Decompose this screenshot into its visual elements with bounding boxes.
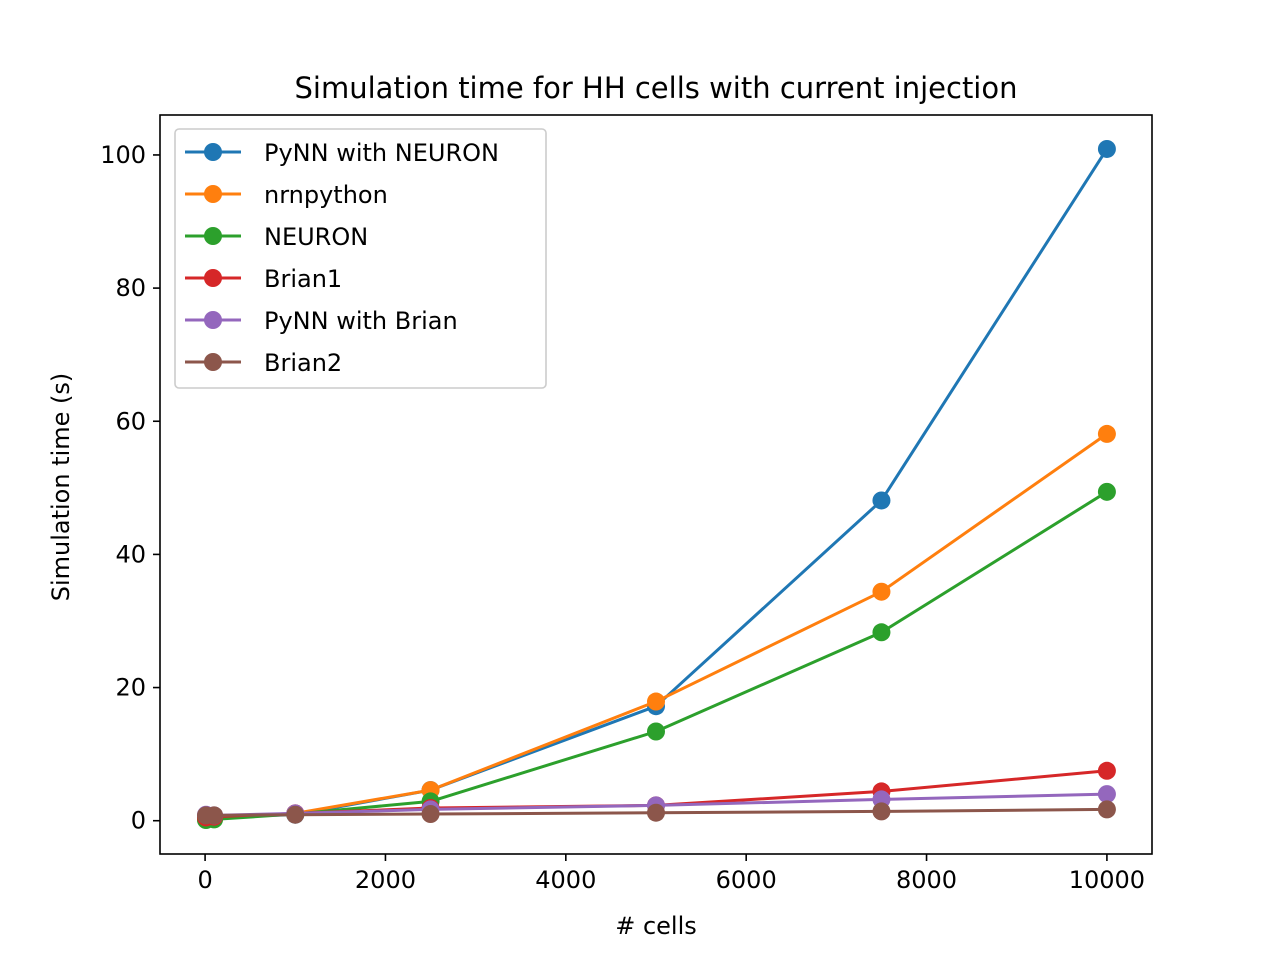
legend-swatch-marker — [204, 227, 222, 245]
data-point — [1097, 761, 1116, 780]
x-tick-label: 6000 — [716, 866, 777, 894]
legend-label: Brian2 — [264, 349, 342, 377]
data-point — [1097, 482, 1116, 501]
legend-label: PyNN with Brian — [264, 307, 458, 335]
legend-item: NEURON — [185, 223, 368, 251]
data-point — [286, 805, 305, 824]
legend-label: NEURON — [264, 223, 368, 251]
x-tick-label: 2000 — [355, 866, 416, 894]
y-tick-label: 20 — [115, 674, 146, 702]
legend-item: nrnpython — [185, 181, 388, 209]
x-tick-label: 0 — [197, 866, 212, 894]
legend-swatch-marker — [204, 185, 222, 203]
data-point — [872, 623, 891, 642]
data-point — [647, 722, 665, 741]
data-point — [647, 692, 665, 711]
y-tick-label: 60 — [115, 407, 146, 435]
legend-box — [174, 128, 547, 389]
data-point — [647, 803, 665, 822]
x-tick-label: 4000 — [535, 866, 596, 894]
legend-item: PyNN with NEURON — [185, 139, 499, 167]
data-point — [1097, 139, 1116, 158]
legend-swatch-marker — [204, 311, 222, 329]
x-tick-label: 10000 — [1069, 866, 1145, 894]
data-point — [421, 805, 440, 824]
legend-item: Brian2 — [185, 349, 342, 377]
legend-label: nrnpython — [264, 181, 388, 209]
y-tick-label: 40 — [115, 540, 146, 568]
y-tick-label: 0 — [131, 807, 146, 835]
y-axis: 0 20 40 60 80 100 — [100, 141, 160, 835]
legend-swatch-marker — [204, 269, 222, 287]
legend-swatch-marker — [204, 353, 222, 371]
data-point — [872, 582, 891, 601]
legend-swatch-marker — [204, 143, 222, 161]
y-axis-label: Simulation time (s) — [47, 373, 75, 602]
chart-title: Simulation time for HH cells with curren… — [295, 71, 1018, 105]
legend-label: Brian1 — [264, 265, 342, 293]
y-tick-label: 100 — [100, 141, 146, 169]
data-point — [205, 806, 224, 825]
series-group — [196, 139, 1116, 830]
x-tick-label: 8000 — [896, 866, 957, 894]
data-point — [1097, 424, 1116, 443]
legend-item: PyNN with Brian — [185, 307, 458, 335]
legend: PyNN with NEURON nrnpython NEURON Brian1 PyN… — [174, 128, 547, 389]
series-5 — [196, 800, 1116, 825]
legend-label: PyNN with NEURON — [264, 139, 499, 167]
y-tick-label: 80 — [115, 274, 146, 302]
x-axis: 0 2000 4000 6000 8000 10000 — [197, 854, 1145, 894]
legend-item: Brian1 — [185, 265, 342, 293]
data-point — [1097, 800, 1116, 819]
data-point — [1097, 785, 1116, 804]
x-axis-label: # cells — [615, 912, 697, 940]
plot-frame — [159, 114, 1153, 855]
data-point — [872, 491, 891, 510]
data-point — [872, 802, 891, 821]
